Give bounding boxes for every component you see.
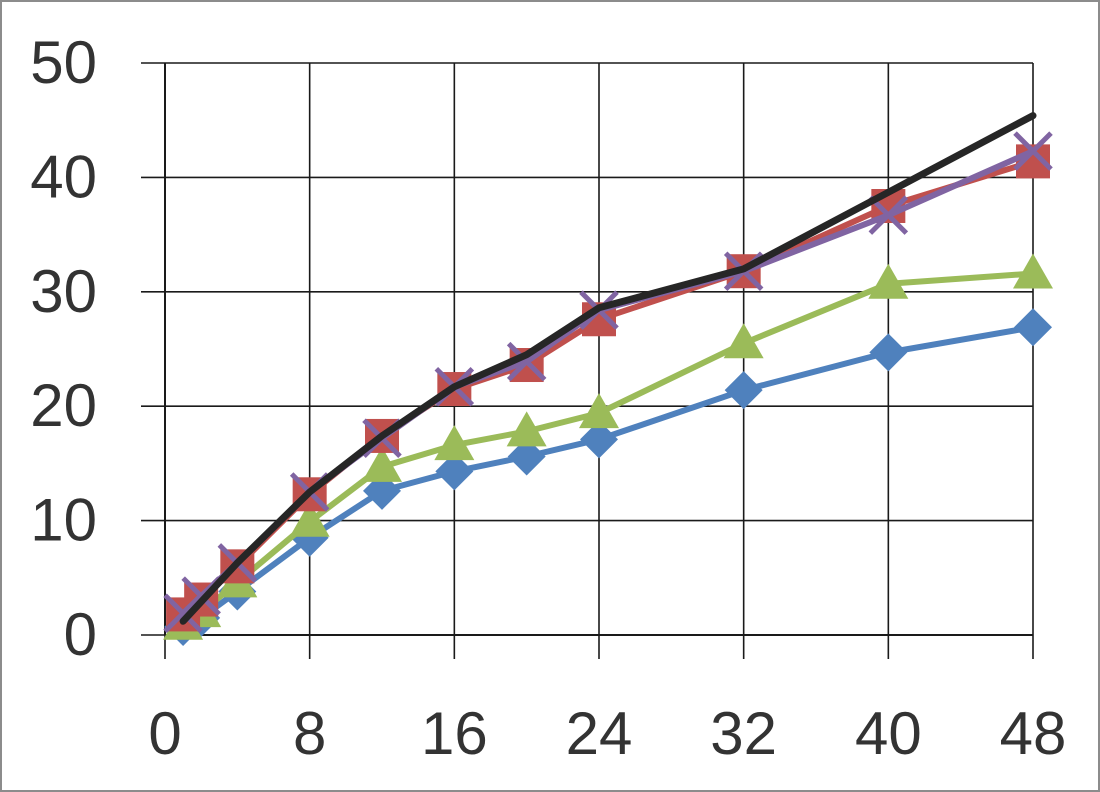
triangle-marker	[1013, 253, 1053, 289]
triangle-marker	[723, 323, 764, 359]
x-tick-label: 0	[148, 700, 181, 767]
triangle-marker	[868, 263, 909, 299]
series-line	[179, 112, 1037, 625]
y-tick-label: 0	[64, 601, 97, 668]
x-tick-label: 40	[855, 700, 922, 767]
series-line	[180, 324, 1036, 630]
diamond-marker	[869, 333, 908, 372]
triangle-marker	[289, 501, 330, 537]
x-tick-label: 48	[1000, 700, 1067, 767]
x-tick-label: 32	[710, 700, 777, 767]
x-marker-stroke	[1013, 131, 1053, 171]
x-tick-label: 24	[566, 700, 633, 767]
triangle-marker	[506, 411, 547, 447]
series-x	[163, 131, 1053, 634]
triangle-marker	[579, 393, 619, 429]
diamond-marker	[1014, 308, 1052, 347]
x-marker-stroke	[868, 195, 909, 235]
y-tick-label: 20	[30, 372, 97, 439]
x-tick-label: 16	[421, 700, 488, 767]
diamond-marker	[724, 371, 763, 410]
y-tick-label: 40	[30, 143, 97, 210]
y-tick-label: 10	[30, 487, 97, 554]
diamond-marker	[580, 420, 618, 459]
x-tick-label: 8	[293, 700, 326, 767]
series-group	[163, 112, 1053, 646]
axes	[141, 62, 1034, 659]
diamond-marker	[507, 437, 546, 476]
y-tick-label: 30	[30, 258, 97, 325]
diamond-marker	[435, 452, 474, 491]
series-square	[166, 144, 1050, 632]
triangle-marker	[434, 425, 475, 461]
y-tick-label: 50	[30, 29, 97, 96]
series-none	[179, 112, 1037, 625]
tick-labels: 0 10 20 30 40 50 0 8 16 24 32 40 48	[30, 29, 1066, 767]
triangle-marker	[362, 446, 402, 482]
